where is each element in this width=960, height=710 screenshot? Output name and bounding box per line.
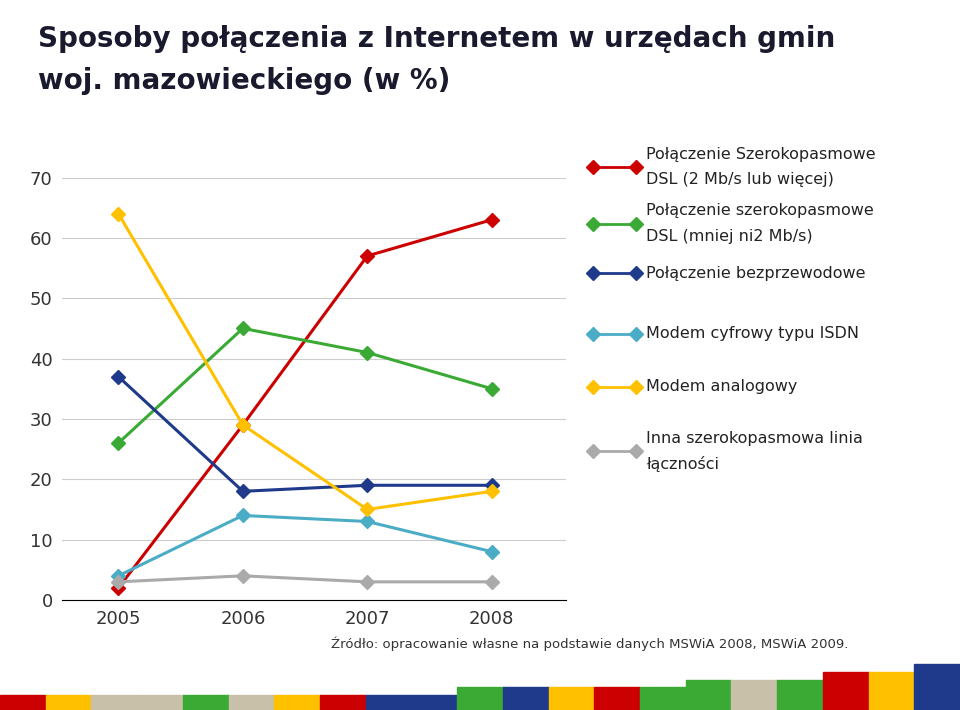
Text: Połączenie szerokopasmowe: Połączenie szerokopasmowe	[646, 203, 874, 219]
Text: łączności: łączności	[646, 456, 719, 471]
Bar	[320, 695, 366, 710]
Bar	[640, 687, 685, 710]
Bar	[914, 665, 960, 710]
Text: woj. mazowieckiego (w %): woj. mazowieckiego (w %)	[38, 67, 451, 95]
Bar	[412, 695, 457, 710]
Text: Sposoby połączenia z Internetem w urzędach gmin: Sposoby połączenia z Internetem w urzęda…	[38, 25, 835, 53]
Bar	[778, 679, 823, 710]
Bar	[457, 687, 503, 710]
Bar	[275, 695, 320, 710]
Bar	[366, 695, 412, 710]
Bar	[228, 695, 275, 710]
Bar	[46, 695, 91, 710]
Text: DSL (mniej ni2 Mb/s): DSL (mniej ni2 Mb/s)	[646, 229, 813, 244]
Text: Połączenie Szerokopasmowe: Połączenie Szerokopasmowe	[646, 146, 876, 162]
Bar	[732, 679, 778, 710]
Text: DSL (2 Mb/s lub więcej): DSL (2 Mb/s lub więcej)	[646, 172, 834, 187]
Bar	[182, 695, 228, 710]
Bar	[0, 695, 46, 710]
Bar	[548, 687, 594, 710]
Text: Inna szerokopasmowa linia: Inna szerokopasmowa linia	[646, 430, 863, 446]
Bar	[823, 672, 869, 710]
Text: Modem analogowy: Modem analogowy	[646, 379, 798, 395]
Text: Modem cyfrowy typu ISDN: Modem cyfrowy typu ISDN	[646, 326, 859, 342]
Bar	[503, 687, 548, 710]
Text: Połączenie bezprzewodowe: Połączenie bezprzewodowe	[646, 266, 866, 281]
Bar	[91, 695, 137, 710]
Bar	[685, 679, 732, 710]
Text: Źródło: opracowanie własne na podstawie danych MSWiA 2008, MSWiA 2009.: Źródło: opracowanie własne na podstawie …	[331, 637, 849, 651]
Bar	[594, 687, 640, 710]
Bar	[869, 672, 914, 710]
Bar	[137, 695, 182, 710]
